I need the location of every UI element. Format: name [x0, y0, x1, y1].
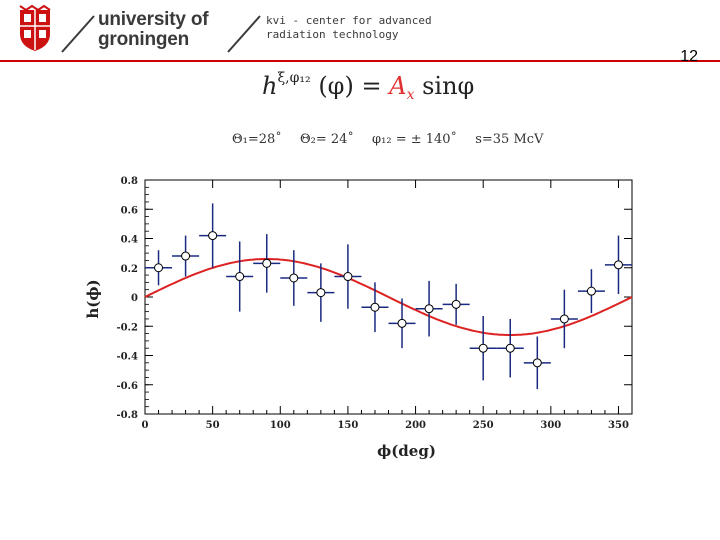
page-number: 12: [680, 48, 698, 65]
x-tick-label: 100: [270, 420, 291, 431]
x-tick-label: 50: [206, 420, 220, 431]
university-name: university of groningen: [98, 9, 209, 50]
x-tick-label: 350: [608, 420, 629, 431]
fit-curve: [144, 258, 633, 336]
formula-func: sinφ: [422, 72, 475, 100]
x-tick-label: 150: [337, 420, 358, 431]
institute-name-line1: kvi - center for advanced: [266, 14, 432, 27]
university-crest-icon: [19, 4, 51, 51]
institute-name: kvi - center for advanced radiation tech…: [266, 14, 432, 42]
kinematics-params: Θ₁=28˚ Θ₂= 24˚ φ₁₂ = ± 140˚ s=35 McV: [232, 132, 557, 147]
y-tick-label: -0.4: [116, 352, 138, 363]
y-tick-label: 0.8: [121, 176, 138, 187]
data-point: [469, 316, 497, 381]
formula-superscript: ξ,φ₁₂: [277, 70, 311, 86]
data-marker: [478, 343, 488, 353]
data-marker: [235, 272, 245, 282]
fit-curve-group: [144, 258, 633, 336]
institute-name-line2: radiation technology: [266, 28, 399, 41]
formula-h: h: [262, 72, 278, 100]
data-marker: [424, 304, 434, 314]
formula-arg: (φ) =: [318, 72, 390, 100]
data-marker: [370, 302, 380, 312]
data-marker: [208, 231, 218, 241]
data-point: [145, 250, 173, 286]
data-point: [415, 280, 443, 337]
y-tick-label: 0.2: [121, 264, 138, 275]
data-point: [550, 289, 578, 349]
data-marker: [532, 358, 542, 368]
data-point: [253, 234, 281, 293]
data-marker: [505, 343, 515, 353]
data-point: [577, 269, 605, 314]
x-axis-label: ϕ(deg): [377, 442, 436, 460]
data-point: [361, 282, 389, 333]
param-theta1: Θ₁=28˚: [232, 132, 282, 147]
slide-header: university of groningen kvi - center for…: [0, 0, 720, 70]
data-marker: [262, 258, 272, 268]
data-marker: [316, 288, 326, 298]
data-point: [172, 235, 200, 277]
x-tick-label: 200: [405, 420, 426, 431]
data-point: [307, 263, 335, 322]
y-tick-label: -0.2: [116, 322, 138, 333]
param-theta2: Θ₂= 24˚: [299, 132, 354, 147]
divider-slash-2: [227, 15, 261, 53]
data-marker: [613, 260, 623, 270]
data-marker: [397, 318, 407, 328]
data-point: [442, 283, 470, 325]
data-point: [334, 244, 362, 309]
data-point: [388, 298, 416, 349]
y-tick-label: 0.4: [121, 235, 138, 246]
formula: hξ,φ₁₂ (φ) = Ax sinφ: [262, 70, 475, 103]
formula-amplitude: Ax: [389, 72, 415, 103]
axis-labels: ϕ(deg) h(ϕ): [84, 279, 436, 460]
data-points-group: [145, 203, 632, 390]
data-marker: [451, 299, 461, 309]
param-s: s=35 McV: [475, 132, 544, 147]
x-tick-label: 250: [473, 420, 494, 431]
y-tick-label: -0.8: [116, 410, 138, 421]
data-point: [604, 235, 632, 295]
x-tick-label: 0: [142, 420, 149, 431]
data-marker: [343, 272, 353, 282]
data-point: [523, 336, 551, 390]
data-marker: [181, 251, 191, 261]
data-marker: [289, 273, 299, 283]
data-marker: [586, 286, 596, 296]
y-axis-label: h(ϕ): [84, 279, 102, 318]
x-tick-label: 300: [540, 420, 561, 431]
data-point: [496, 318, 524, 378]
y-tick-label: 0: [131, 293, 138, 304]
data-point: [199, 203, 227, 268]
formula-amplitude-letter: A: [389, 72, 407, 100]
data-marker: [154, 263, 164, 273]
data-point: [280, 250, 308, 306]
param-phi12: φ₁₂ = ± 140˚: [372, 132, 458, 147]
y-tick-label: 0.6: [121, 205, 138, 216]
data-point: [226, 241, 254, 312]
header-rule: [0, 60, 720, 62]
y-tick-label: -0.6: [116, 381, 138, 392]
axes: 0 50 100 150 200 250 300 350 0.8 0.6 0.4 0.2 0 -0.2 -0…: [116, 176, 633, 431]
data-marker: [559, 314, 569, 324]
formula-amplitude-sub: x: [406, 87, 415, 103]
divider-slash: [61, 15, 95, 53]
university-name-line2: groningen: [98, 29, 190, 50]
university-name-line1: university of: [98, 9, 209, 30]
